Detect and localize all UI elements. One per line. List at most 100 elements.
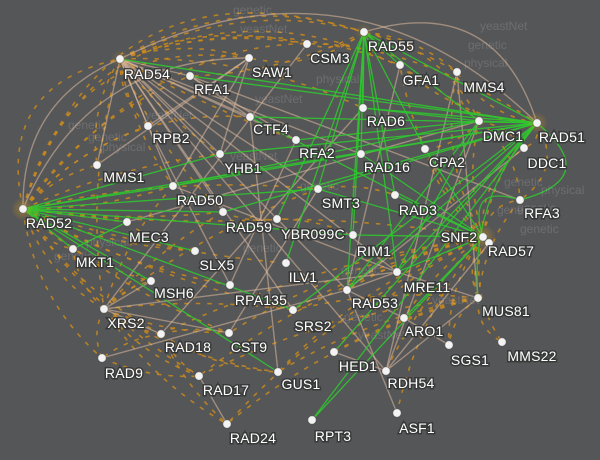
- genetic-edge-RAD54-RFA2[interactable]: [119, 58, 297, 141]
- node-MKT1[interactable]: [68, 244, 78, 254]
- node-RAD52[interactable]: [18, 204, 28, 214]
- genetic-edge-SNF2-YBR099C[interactable]: [276, 218, 484, 238]
- genetic-edge-XRS2-RAD50[interactable]: [103, 185, 174, 310]
- node-ASF1[interactable]: [392, 408, 402, 418]
- yeastNet-edge-MKT1-MEC3[interactable]: [72, 221, 128, 250]
- genetic-edge-MUS81-RFA3[interactable]: [477, 199, 521, 299]
- node-MMS1[interactable]: [92, 160, 102, 170]
- genetic-edge-XRS2-RAD17[interactable]: [103, 308, 200, 377]
- yeastNet-edge-DMC1-RAD6[interactable]: [362, 107, 480, 122]
- yeastNet-edge-RAD51-RAD50[interactable]: [172, 122, 538, 187]
- node-DDC1[interactable]: [519, 143, 529, 153]
- physical-edge-DMC1-MEC3[interactable]: [126, 120, 480, 223]
- yeastNet-edge-SNF2-CTF4[interactable]: [249, 116, 484, 238]
- node-RPT3[interactable]: [307, 415, 317, 425]
- node-RAD24[interactable]: [222, 419, 232, 429]
- physical-edge-RAD54-SMT3[interactable]: [119, 58, 319, 190]
- node-RAD18[interactable]: [156, 329, 166, 339]
- yeastNet-edge-RAD51-RPT3[interactable]: [311, 122, 538, 421]
- physical-edge-RAD52-SAW1[interactable]: [22, 57, 250, 210]
- node-CST9[interactable]: [224, 328, 234, 338]
- genetic-edge-SNF2-RAD17[interactable]: [198, 236, 484, 377]
- node-SMT3[interactable]: [313, 184, 323, 194]
- genetic-edge-RAD52-RAD9[interactable]: [22, 208, 103, 359]
- genetic-edge-SNF2-MUS81[interactable]: [471, 236, 484, 299]
- physical-edge-CTF4-GUS1[interactable]: [249, 116, 279, 373]
- genetic-edge-RAD54-RAD50[interactable]: [119, 58, 174, 187]
- genetic-edge-SNF2-GFA1[interactable]: [399, 64, 484, 238]
- genetic-edge-XRS2-CST9[interactable]: [103, 308, 230, 334]
- genetic-edge-RAD52-RAD55[interactable]: [22, 12, 365, 210]
- yeastNet-edge-SNF2-RIM1[interactable]: [352, 234, 484, 238]
- yeastNet-edge-SNF2-CPA2[interactable]: [424, 148, 484, 238]
- node-MMS4[interactable]: [452, 67, 462, 77]
- physical-edge-RFA1-RFA3[interactable]: [189, 75, 521, 201]
- node-CSM3[interactable]: [302, 39, 312, 49]
- genetic-edge-RAD9-RAD17[interactable]: [101, 357, 200, 378]
- physical-edge-RAD54-RFA1[interactable]: [119, 58, 191, 77]
- node-HED1[interactable]: [329, 347, 339, 357]
- yeastNet-edge-RAD51-RFA3[interactable]: [519, 122, 567, 201]
- genetic-edge-RAD54-GFA1[interactable]: [119, 36, 401, 66]
- physical-edge-SAW1-RAD50[interactable]: [172, 57, 250, 187]
- genetic-edge-RAD52-RAD54[interactable]: [17, 58, 121, 210]
- yeastNet-edge-RAD51-RAD6[interactable]: [362, 107, 538, 124]
- yeastNet-edge-SNF2-RPT3[interactable]: [311, 236, 484, 421]
- physical-edge-XRS2-CST9[interactable]: [103, 308, 230, 334]
- yeastNet-edge-RAD52-MEC3[interactable]: [22, 208, 128, 223]
- physical-edge-RAD54-CTF4[interactable]: [119, 58, 251, 118]
- node-MMS22[interactable]: [497, 337, 507, 347]
- node-CTF4[interactable]: [245, 112, 255, 122]
- node-RAD6[interactable]: [358, 103, 368, 113]
- genetic-edge-SNF2-CPA2[interactable]: [424, 148, 484, 238]
- node-GFA1[interactable]: [395, 60, 405, 70]
- yeastNet-edge-RAD55-RAD53[interactable]: [346, 31, 365, 291]
- physical-edge-CSM3-XRS2[interactable]: [103, 43, 308, 310]
- yeastNet-edge-RAD52-RIM1[interactable]: [22, 208, 354, 236]
- genetic-edge-XRS2-RAD18[interactable]: [103, 308, 162, 335]
- physical-edge-RAD54-RAD53[interactable]: [119, 58, 348, 291]
- yeastNet-edge-RAD55-YBR099C[interactable]: [276, 31, 365, 220]
- node-RAD9[interactable]: [97, 353, 107, 363]
- yeastNet-edge-RAD51-RAD55[interactable]: [363, 31, 538, 124]
- yeastNet-edge-DMC1-RAD50[interactable]: [172, 120, 480, 187]
- yeastNet-edge-SNF2-SMT3[interactable]: [317, 188, 484, 238]
- genetic-edge-RAD18-GUS1[interactable]: [160, 333, 279, 373]
- yeastNet-edge-RAD55-SMT3[interactable]: [317, 31, 365, 190]
- genetic-edge-MUS81-MMS22[interactable]: [477, 297, 503, 343]
- yeastNet-edge-RAD52-RAD59[interactable]: [22, 208, 224, 213]
- yeastNet-edge-RAD51-CTF4[interactable]: [249, 116, 538, 124]
- genetic-edge-RAD51-MMS4[interactable]: [456, 71, 538, 124]
- genetic-edge-RAD52-CST9[interactable]: [22, 208, 230, 334]
- genetic-edge-SNF2-RAD51[interactable]: [482, 122, 538, 238]
- node-RFA3[interactable]: [515, 195, 525, 205]
- node-RAD53[interactable]: [342, 285, 352, 295]
- yeastNet-edge-RAD52-RAD50[interactable]: [22, 185, 174, 210]
- yeastNet-edge-DMC1-RAD53[interactable]: [346, 120, 480, 291]
- physical-edge-RAD52-RAD54[interactable]: [22, 58, 121, 210]
- genetic-edge-RAD52-YBR099C[interactable]: [22, 208, 278, 222]
- genetic-edge-SNF2-HED1[interactable]: [333, 236, 484, 353]
- node-SGS1[interactable]: [444, 340, 454, 350]
- node-MUS81[interactable]: [473, 293, 483, 303]
- physical-edge-RAD55-RAD51[interactable]: [363, 22, 538, 124]
- genetic-edge-RAD52-SRS2[interactable]: [22, 208, 294, 311]
- yeastNet-edge-RAD52-SLX5[interactable]: [22, 208, 196, 252]
- node-RDH54[interactable]: [381, 366, 391, 376]
- node-RAD55[interactable]: [359, 27, 369, 37]
- yeastNet-edge-RAD51-MUS81[interactable]: [476, 122, 538, 299]
- node-RIM1[interactable]: [348, 230, 358, 240]
- node-ARO1[interactable]: [399, 313, 409, 323]
- physical-edge-RFA1-RFA2[interactable]: [189, 75, 297, 141]
- genetic-edge-RAD18-RAD24[interactable]: [160, 333, 228, 425]
- node-RPB2[interactable]: [143, 121, 153, 131]
- yeastNet-edge-RAD55-DMC1[interactable]: [363, 31, 480, 122]
- node-YHB1[interactable]: [215, 149, 225, 159]
- node-YBR099C[interactable]: [272, 214, 282, 224]
- genetic-edge-SNF2-ASF1[interactable]: [396, 236, 484, 414]
- node-SRS2[interactable]: [288, 305, 298, 315]
- physical-edge-RAD54-YHB1[interactable]: [119, 58, 221, 155]
- genetic-edge-RAD52-SMT3[interactable]: [22, 184, 319, 210]
